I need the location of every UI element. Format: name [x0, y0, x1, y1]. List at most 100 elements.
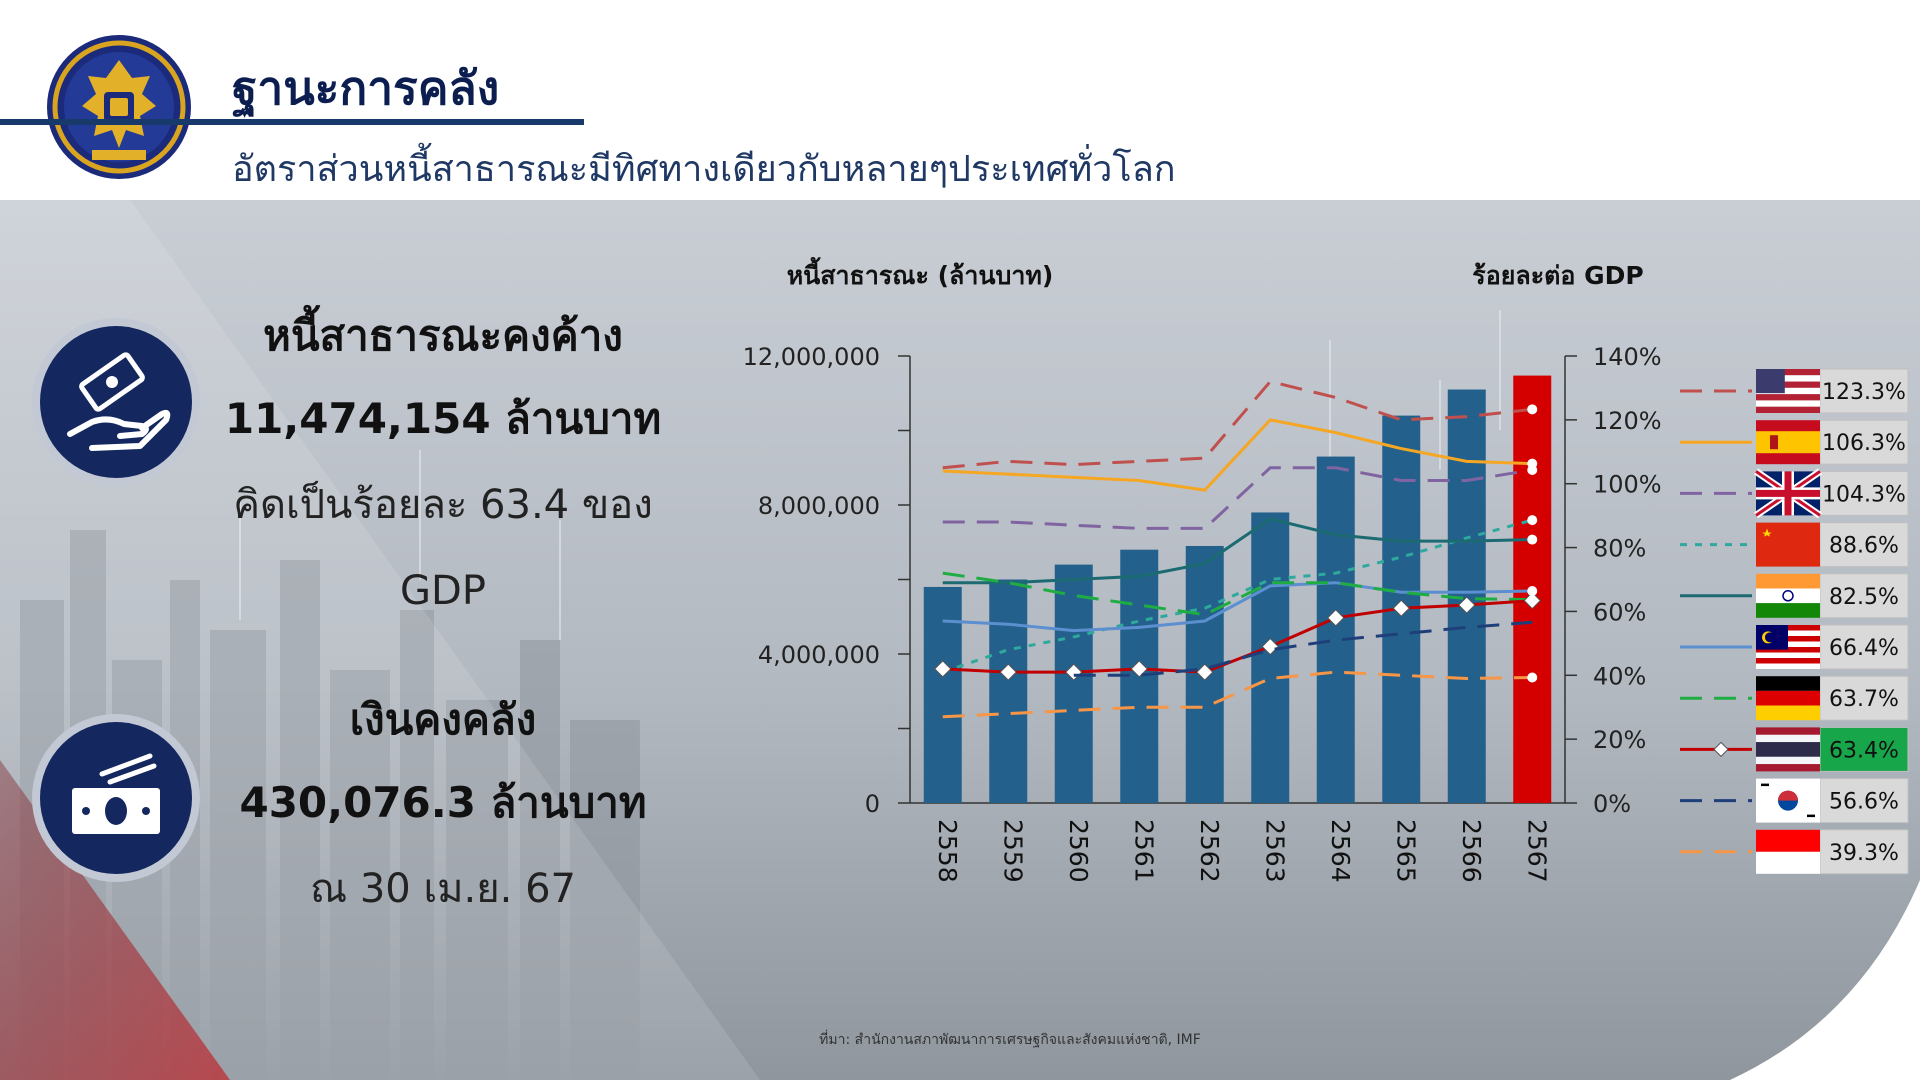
legend: 123.3% 106.3% 104.3% 88.6% 82.5% 66.4% 63.7% 63… [1680, 368, 1909, 875]
usa-latest-marker [1527, 404, 1538, 415]
thailand-point-marker [934, 660, 952, 678]
right-tick-label: 60% [1593, 598, 1646, 626]
uk-flag-icon [1754, 468, 1822, 519]
legend-value-box [1819, 675, 1909, 721]
x-category-label: 2566 [1457, 819, 1486, 883]
debt-bar-2559 [989, 579, 1028, 803]
legend-value-usa: 123.3% [1822, 380, 1906, 405]
legend-item-thailand: 63.4% [1680, 726, 1909, 772]
legend-value-box [1819, 778, 1909, 824]
left-axis-title: หนี้สาธารณะ (ล้านบาท) [787, 256, 1054, 290]
banknote-stack-icon [32, 714, 200, 882]
legend-item-germany: 63.7% [1680, 675, 1909, 721]
public-debt-note: คิดเป็นร้อยละ 63.4 ของ [233, 482, 653, 528]
legend-value-germany: 63.7% [1829, 687, 1899, 712]
thailand-point-marker [1261, 637, 1279, 656]
x-category-label: 2562 [1195, 819, 1224, 883]
legend-value-box [1819, 624, 1909, 670]
treasury-date: ณ 30 เม.ย. 67 [310, 866, 576, 912]
source-note: ที่มา: สำนักงานสภาพัฒนาการเศรษฐกิจและสัง… [819, 1030, 1201, 1048]
thailand-point-marker [1458, 596, 1476, 614]
spain-debt-line [942, 418, 1533, 492]
legend-item-india: 82.5% [1680, 573, 1909, 619]
right-tick-label: 100% [1593, 471, 1662, 499]
india-flag-icon [1756, 573, 1820, 618]
thailand-point-marker [1327, 609, 1345, 627]
legend-item-indonesia: 39.3% [1680, 829, 1909, 875]
malaysia-latest-marker [1527, 585, 1538, 596]
legend-item-china: 88.6% [1680, 522, 1909, 568]
legend-value-box [1819, 522, 1909, 568]
spain-flag-icon [1756, 420, 1820, 465]
public-debt-note-unit: GDP [400, 568, 486, 614]
india-latest-marker [1527, 534, 1538, 545]
legend-item-usa: 123.3% [1680, 368, 1909, 414]
legend-value-spain: 106.3% [1822, 431, 1906, 456]
page-subtitle: อัตราส่วนหนี้สาธารณะมีทิศทางเดียวกับหลาย… [232, 149, 1176, 190]
public-debt-chart: หนี้สาธารณะ (ล้านบาท) ร้อยละต่อ GDP 0 4,0… [743, 256, 1909, 1048]
left-tick-label: 4,000,000 [758, 641, 880, 669]
header: ฐานะการคลัง อัตราส่วนหนี้สาธารณะมีทิศทาง… [0, 0, 1920, 200]
china-flag-icon [1756, 522, 1820, 567]
indonesia-flag-icon [1756, 829, 1820, 874]
royal-thai-garuda-seal-icon [47, 35, 191, 179]
public-debt-value: 11,474,154 ล้านบาท [224, 394, 662, 443]
legend-value-china: 88.6% [1829, 534, 1899, 559]
right-tick-label: 20% [1593, 726, 1646, 754]
public-debt-stat: หนี้สาธารณะคงค้าง 11,474,154 ล้านบาท คิด… [200, 296, 686, 634]
right-tick-label: 80% [1593, 535, 1646, 563]
hand-holding-money-icon [32, 318, 200, 486]
india-debt-line [942, 517, 1533, 585]
x-category-label: 2567 [1522, 819, 1551, 883]
x-category-label: 2558 [933, 819, 962, 883]
legend-item-uk: 104.3% [1680, 468, 1909, 519]
left-tick-label: 0 [865, 790, 880, 818]
malaysia-debt-line [942, 581, 1533, 633]
debt-bar-2560 [1054, 564, 1093, 803]
malaysia-flag-icon [1756, 625, 1820, 669]
indonesia-latest-marker [1527, 672, 1538, 683]
germany-flag-icon [1756, 676, 1820, 721]
content-stage: หนี้สาธารณะคงค้าง 11,474,154 ล้านบาท คิด… [0, 200, 1920, 1080]
legend-value-thailand: 63.4% [1829, 738, 1899, 763]
debt-bar-2558 [923, 586, 962, 803]
legend-item-malaysia: 66.4% [1680, 624, 1909, 670]
right-tick-label: 140% [1593, 343, 1662, 371]
right-tick-label: 0% [1593, 790, 1631, 818]
thailand-debt-line [942, 599, 1533, 674]
thailand-point-marker [1130, 660, 1148, 678]
treasury-value: 430,076.3 ล้านบาท [239, 778, 647, 827]
thailand-point-marker [1196, 663, 1214, 681]
page-title: ฐานะการคลัง [232, 61, 500, 115]
legend-value-uk: 104.3% [1822, 482, 1906, 507]
legend-value-malaysia: 66.4% [1829, 636, 1899, 661]
left-tick-label: 12,000,000 [743, 343, 880, 371]
x-category-label: 2563 [1260, 819, 1289, 883]
public-debt-heading: หนี้สาธารณะคงค้าง [263, 311, 623, 360]
thailand-point-marker [999, 663, 1017, 681]
x-category-label: 2561 [1129, 819, 1158, 883]
legend-value-box [1819, 419, 1909, 465]
left-tick-label: 8,000,000 [758, 492, 880, 520]
legend-marker-sample [1713, 741, 1729, 758]
treasury-heading: เงินคงคลัง [349, 695, 537, 744]
legend-item-spain: 106.3% [1680, 419, 1909, 465]
uk-debt-line [942, 466, 1533, 530]
legend-value-korea: 56.6% [1829, 790, 1899, 815]
right-axis-title: ร้อยละต่อ GDP [1472, 261, 1643, 290]
debt-bar-2563 [1251, 512, 1290, 803]
china-latest-marker [1527, 515, 1538, 526]
right-tick-label: 120% [1593, 407, 1662, 435]
right-tick-label: 40% [1593, 662, 1646, 690]
legend-value-india: 82.5% [1829, 585, 1899, 610]
thailand-point-marker [1523, 591, 1541, 610]
x-category-label: 2559 [998, 819, 1027, 883]
x-category-label: 2560 [1064, 819, 1093, 883]
legend-item-korea: 56.6% [1680, 778, 1909, 824]
uk-latest-marker [1527, 464, 1538, 475]
thailand-point-marker [1392, 599, 1410, 617]
debt-bar-2564 [1316, 456, 1355, 803]
line-series [934, 379, 1541, 719]
legend-value-indonesia: 39.3% [1829, 841, 1899, 866]
korea-flag-icon [1756, 778, 1820, 823]
